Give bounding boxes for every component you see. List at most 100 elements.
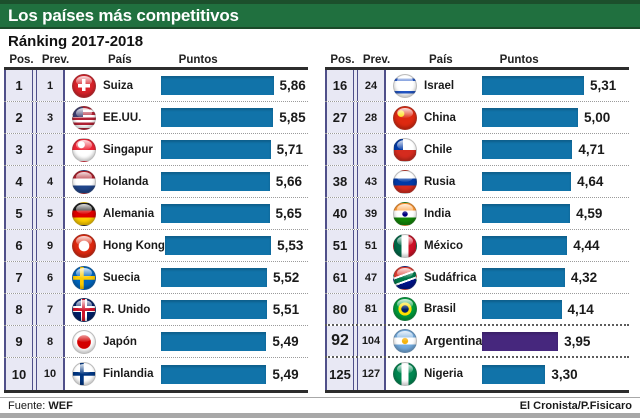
points-value: 4,59 [576, 206, 603, 221]
table-row: 125 127 Nigeria 3,30 [325, 358, 629, 390]
col-header-prev: Prev. [41, 54, 70, 66]
table-row: 33 33 Chile 4,71 [325, 134, 629, 166]
table-row: 16 24 Israel 5,31 [325, 70, 629, 102]
previous-position-value: 10 [36, 358, 65, 390]
column-divider [33, 326, 36, 357]
column-headers: Pos. Prev. País Puntos [4, 52, 308, 67]
points-value: 5,71 [276, 142, 303, 157]
points-value: 3,30 [551, 366, 578, 382]
previous-position-value: 39 [357, 198, 386, 229]
points-value: 5,49 [272, 366, 299, 382]
finlandia-flag-icon [72, 362, 96, 386]
points-bar [482, 76, 584, 95]
position-value: 9 [4, 326, 33, 357]
position-value: 8 [4, 294, 33, 325]
previous-position-value: 6 [36, 262, 65, 293]
country-label: Argentina [424, 334, 483, 348]
country-label: Rusia [424, 175, 456, 188]
table-row: 92 104 Argentina 3,95 [325, 326, 629, 358]
ranking-table-right: Pos. Prev. País Puntos 16 24 Israel 5,31… [325, 52, 629, 393]
title-bar: Los países más competitivos [0, 4, 640, 29]
position-value: 4 [4, 166, 33, 197]
country-label: Hong Kong [103, 239, 165, 252]
position-value: 38 [325, 166, 354, 197]
mexico-flag-icon [393, 233, 417, 258]
points-bar [482, 331, 559, 351]
rusia-flag-icon [393, 169, 417, 194]
points-value: 5,65 [275, 206, 302, 221]
country-label: EE.UU. [103, 111, 142, 124]
position-value: 5 [4, 198, 33, 229]
table-row: 40 39 India 4,59 [325, 198, 629, 230]
previous-position-value: 8 [36, 326, 65, 357]
position-value: 1 [4, 70, 33, 101]
col-header-pais: País [429, 54, 453, 66]
col-header-puntos: Puntos [499, 54, 539, 66]
argentina-flag-icon [393, 329, 417, 353]
points-bar [161, 300, 267, 319]
points-bar [161, 140, 271, 159]
points-bar [482, 172, 572, 191]
points-value: 4,64 [577, 174, 604, 189]
position-value: 2 [4, 102, 33, 133]
column-headers: Pos. Prev. País Puntos [325, 52, 629, 67]
points-bar [161, 332, 267, 351]
column-divider [354, 294, 357, 324]
previous-position-value: 51 [357, 230, 386, 261]
points-bar [164, 236, 272, 255]
previous-position-value: 2 [36, 134, 65, 165]
country-label: Chile [424, 143, 453, 156]
table-row: 5 5 Alemania 5,65 [4, 198, 308, 230]
table-row: 51 51 México 4,44 [325, 230, 629, 262]
points-bar [482, 364, 546, 384]
footer: Fuente: WEF El Cronista/P.Fisicaro [0, 397, 640, 413]
country-label: Japón [103, 335, 137, 348]
points-value: 5,52 [273, 270, 300, 285]
points-bar [482, 236, 568, 255]
col-header-prev: Prev. [362, 54, 391, 66]
ranking-table-left: Pos. Prev. País Puntos 1 1 Suiza 5,86 2 … [4, 52, 308, 393]
top-green-strip [0, 0, 640, 4]
col-header-pais: País [108, 54, 132, 66]
points-value: 4,44 [573, 238, 600, 253]
position-value: 61 [325, 262, 354, 293]
column-divider [33, 358, 36, 390]
position-value: 125 [325, 358, 354, 390]
table-row: 3 2 Singapur 5,71 [4, 134, 308, 166]
previous-position-value: 7 [36, 294, 65, 325]
previous-position-value: 28 [357, 102, 386, 133]
previous-position-value: 24 [357, 70, 386, 101]
points-bar [482, 140, 573, 159]
column-divider [354, 230, 357, 261]
country-label: Brasil [424, 303, 456, 315]
position-value: 40 [325, 198, 354, 229]
col-header-pos: Pos. [9, 54, 34, 66]
points-bar [161, 108, 274, 127]
position-value: 6 [4, 230, 33, 261]
position-value: 33 [325, 134, 354, 165]
country-label: R. Unido [103, 303, 151, 316]
points-bar [161, 76, 274, 95]
position-value: 80 [325, 294, 354, 324]
country-label: Finlandia [103, 368, 154, 380]
country-label: India [424, 207, 451, 220]
points-value: 5,53 [277, 238, 304, 253]
position-value: 10 [4, 358, 33, 390]
singapur-flag-icon [72, 137, 96, 162]
col-header-puntos: Puntos [178, 54, 218, 66]
previous-position-value: 81 [357, 294, 386, 324]
points-value: 5,49 [272, 334, 299, 349]
position-value: 92 [325, 326, 354, 356]
column-divider [33, 198, 36, 229]
previous-position-value: 9 [36, 230, 65, 261]
position-value: 27 [325, 102, 354, 133]
column-divider [354, 262, 357, 293]
credit-text: El Cronista/P.Fisicaro [519, 400, 632, 412]
previous-position-value: 104 [357, 326, 386, 356]
column-divider [33, 102, 36, 133]
column-divider [354, 102, 357, 133]
points-bar [482, 299, 562, 319]
points-bar [482, 108, 578, 127]
subtitle: Ránking 2017-2018 [8, 33, 144, 50]
